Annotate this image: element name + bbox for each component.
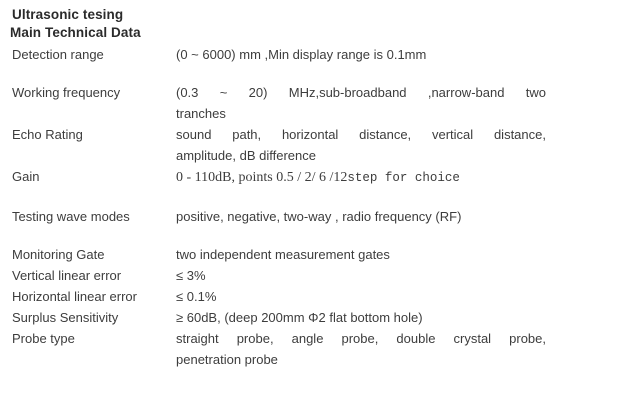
spec-value-line: sound path, horizontal distance, vertica…: [176, 127, 546, 142]
spec-row-surplus-sensitivity: Surplus Sensitivity ≥ 60dB, (deep 200mm …: [0, 307, 619, 328]
spec-value: two independent measurement gates: [176, 247, 390, 262]
spec-label: Surplus Sensitivity: [12, 310, 119, 325]
spec-row-testing-wave-modes: Testing wave modes positive, negative, t…: [0, 206, 619, 227]
spec-value-line: straight probe, angle probe, double crys…: [176, 331, 546, 346]
spec-value-line: (0.3 ~ 20) MHz,sub-broadband ,narrow-ban…: [176, 85, 546, 100]
spec-label: Probe type: [12, 331, 75, 346]
specification-list: Detection range (0 ~ 6000) mm ,Min displ…: [0, 44, 619, 370]
spec-value: 0 - 110dB, points 0.5 / 2/ 6 /12step for…: [176, 166, 546, 189]
spec-value: ≤ 0.1%: [176, 289, 217, 304]
spec-value: (0 ~ 6000) mm ,Min display range is 0.1m…: [176, 47, 427, 62]
spec-value: ≤ 3%: [176, 268, 206, 283]
spec-value-serif-part: 0 - 110dB, points 0.5 / 2/ 6 /12: [176, 170, 348, 185]
spec-label: Vertical linear error: [12, 268, 122, 283]
spec-label: Testing wave modes: [12, 209, 130, 224]
spec-value-line: amplitude, dB difference: [176, 148, 316, 163]
spec-value: ≥ 60dB, (deep 200mm Φ2 flat bottom hole): [176, 310, 423, 325]
spec-label: Horizontal linear error: [12, 289, 137, 304]
spec-label: Gain: [12, 169, 40, 184]
spec-label: Detection range: [12, 47, 104, 62]
page-subtitle: Main Technical Data: [10, 25, 141, 40]
document-heading: Ultrasonic tesing Main Technical Data: [0, 0, 619, 42]
spec-value-line: tranches: [176, 106, 226, 121]
spec-row-working-frequency: Working frequency (0.3 ~ 20) MHz,sub-bro…: [0, 82, 619, 124]
spec-row-monitoring-gate: Monitoring Gate two independent measurem…: [0, 244, 619, 265]
spec-row-detection-range: Detection range (0 ~ 6000) mm ,Min displ…: [0, 44, 619, 65]
spec-row-horizontal-linear-error: Horizontal linear error ≤ 0.1%: [0, 286, 619, 307]
spec-value: straight probe, angle probe, double crys…: [176, 328, 546, 370]
spec-row-probe-type: Probe type straight probe, angle probe, …: [0, 328, 619, 370]
spec-row-vertical-linear-error: Vertical linear error ≤ 3%: [0, 265, 619, 286]
page-title: Ultrasonic tesing: [12, 7, 124, 22]
spec-row-gain: Gain 0 - 110dB, points 0.5 / 2/ 6 /12ste…: [0, 166, 619, 189]
spec-label: Monitoring Gate: [12, 247, 105, 262]
spec-value: positive, negative, two-way , radio freq…: [176, 209, 462, 224]
spec-value-line: penetration probe: [176, 352, 278, 367]
spec-label: Working frequency: [12, 85, 121, 100]
spec-label: Echo Rating: [12, 127, 83, 142]
spec-row-echo-rating: Echo Rating sound path, horizontal dista…: [0, 124, 619, 166]
spec-value-mono-part: step for choice: [347, 171, 460, 185]
spec-value: sound path, horizontal distance, vertica…: [176, 124, 546, 166]
spec-value: (0.3 ~ 20) MHz,sub-broadband ,narrow-ban…: [176, 82, 546, 124]
